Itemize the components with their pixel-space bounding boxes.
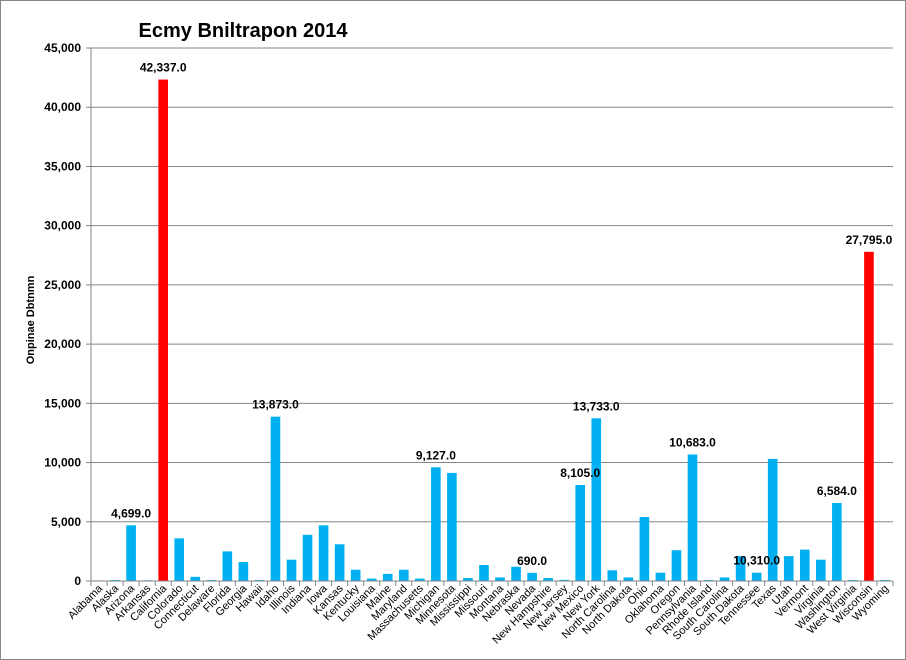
bar — [655, 572, 666, 581]
y-tick-label: 40,000 — [44, 100, 81, 114]
bar — [671, 550, 682, 581]
bar — [238, 562, 249, 581]
y-tick-label: 45,000 — [44, 41, 81, 55]
bar — [735, 556, 746, 581]
data-label: 10,310.0 — [733, 554, 780, 568]
bar — [495, 577, 505, 581]
bar — [302, 534, 313, 581]
bar — [607, 570, 618, 581]
bar — [527, 572, 537, 581]
bar — [447, 472, 457, 581]
bar — [783, 556, 794, 581]
y-axis-label: Onpinae Dbtnmn — [25, 275, 37, 364]
bar — [623, 577, 634, 581]
bar — [126, 525, 136, 581]
bar — [832, 503, 842, 581]
bar — [864, 251, 874, 581]
data-label: 10,683.0 — [669, 435, 716, 449]
data-labels: 4,699.0 42,337.0 13,873.0 9,127.0 690.0 8,105… — [111, 61, 893, 568]
data-label: 690.0 — [517, 554, 547, 568]
x-tick-labels: AlabamaAlaskaArizonaArkansasCaliforniaCo… — [66, 581, 894, 646]
bar — [479, 565, 489, 581]
bar — [334, 544, 345, 581]
bar — [463, 578, 473, 581]
gridlines — [86, 47, 893, 582]
data-label: 6,584.0 — [817, 484, 857, 498]
bar — [382, 573, 393, 581]
bar — [350, 569, 361, 581]
bar — [543, 578, 553, 581]
bar — [270, 416, 281, 581]
bar — [591, 418, 602, 581]
bar — [318, 525, 329, 581]
bar — [431, 467, 441, 581]
bar — [222, 551, 233, 581]
data-label: 13,873.0 — [252, 398, 299, 412]
data-label: 42,337.0 — [140, 61, 187, 75]
data-label: 13,733.0 — [573, 399, 620, 413]
y-tick-label: 30,000 — [44, 219, 81, 233]
bar — [719, 577, 730, 581]
bar — [687, 454, 698, 581]
y-tick-labels: 0 5,000 10,000 15,000 20,000 25,000 30,000 35,0… — [44, 41, 81, 588]
bar — [816, 559, 826, 581]
bar — [158, 79, 168, 582]
bar — [799, 549, 810, 581]
bar — [639, 517, 650, 581]
bar — [366, 578, 377, 581]
bar — [190, 576, 201, 581]
bar — [559, 579, 569, 581]
bar — [767, 458, 778, 581]
data-label: 8,105.0 — [560, 466, 600, 480]
data-label: 4,699.0 — [111, 506, 151, 520]
y-tick-label: 5,000 — [51, 515, 81, 529]
chart-title: Ecmy Bniltrapon 2014 — [139, 20, 349, 42]
bar — [511, 566, 521, 581]
y-tick-label: 20,000 — [44, 337, 81, 351]
bar — [286, 559, 297, 581]
data-label: 27,795.0 — [846, 233, 893, 247]
y-tick-label: 25,000 — [44, 278, 81, 292]
bar — [398, 569, 409, 581]
bar — [751, 572, 762, 581]
bar — [174, 538, 185, 581]
bar — [415, 578, 425, 581]
y-tick-label: 0 — [74, 574, 81, 588]
y-tick-label: 10,000 — [44, 456, 81, 470]
y-tick-label: 15,000 — [44, 396, 81, 410]
data-label: 9,127.0 — [416, 448, 456, 462]
bars — [94, 79, 890, 582]
bar — [575, 485, 586, 581]
y-tick-label: 35,000 — [44, 159, 81, 173]
